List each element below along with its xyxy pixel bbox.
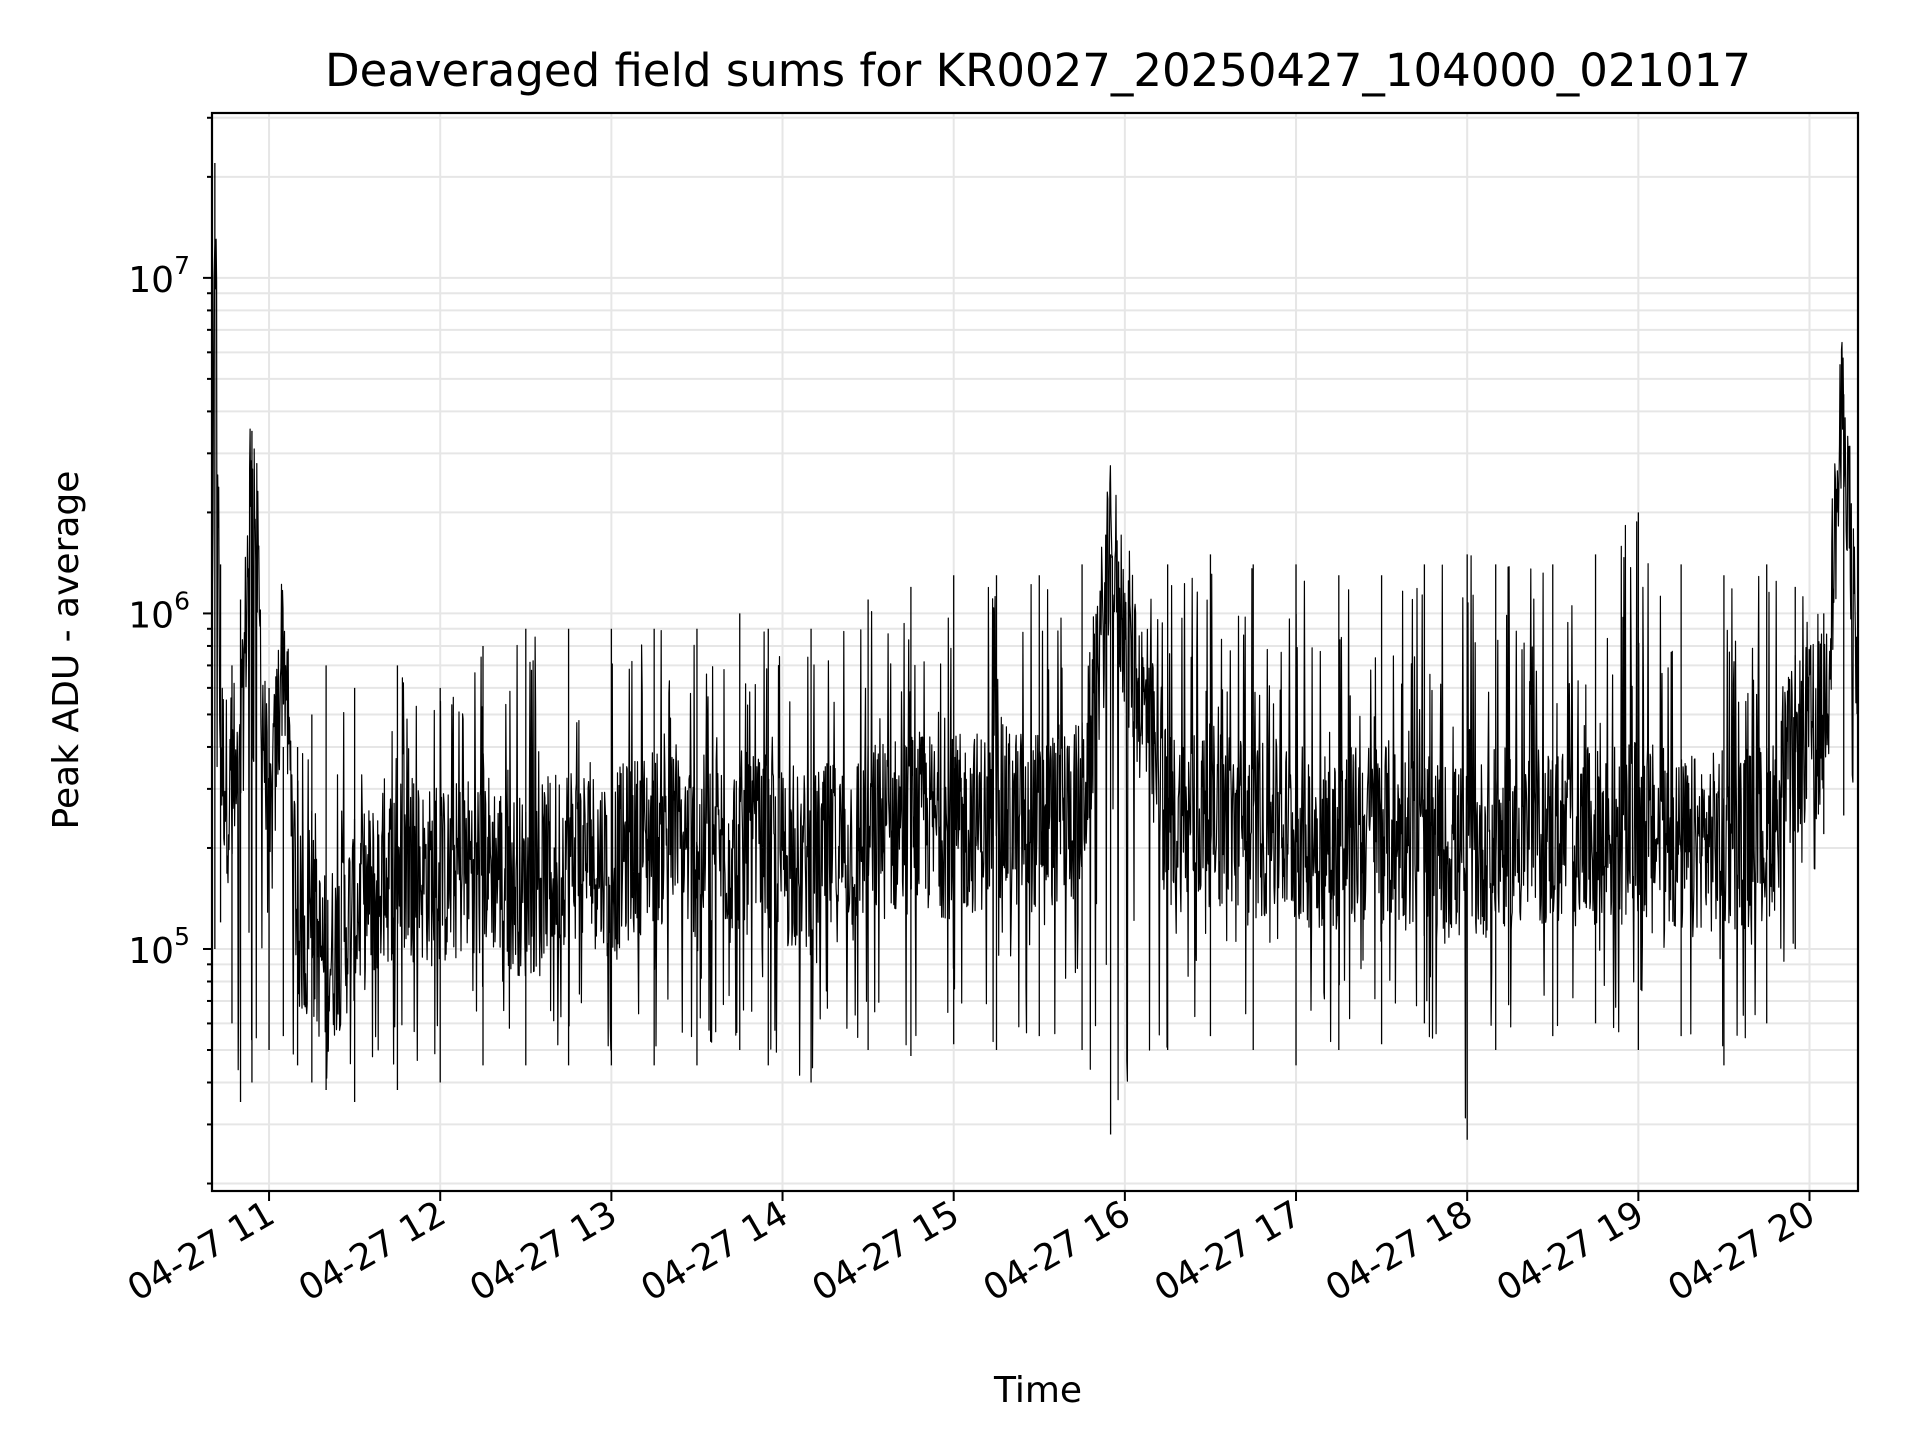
x-axis-label: Time: [993, 1370, 1082, 1411]
chart-title: Deaveraged field sums for KR0027_2025042…: [325, 44, 1751, 97]
y-tick-label: 106: [128, 586, 190, 636]
series-layer: [211, 162, 1859, 1140]
y-tick-label: 107: [128, 251, 190, 301]
series-line: [211, 238, 1859, 1119]
plot-frame: [210, 111, 1860, 1193]
y-axis-label: Peak ADU - average: [46, 471, 87, 830]
y-tick-label: 105: [128, 922, 190, 972]
